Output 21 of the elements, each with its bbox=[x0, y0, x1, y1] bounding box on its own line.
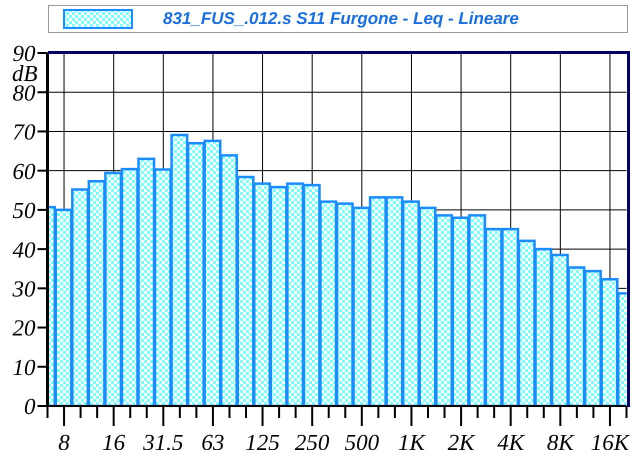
x-tick-label: 1K bbox=[398, 430, 427, 450]
x-tick-label: 2K bbox=[448, 430, 476, 450]
x-tick-label: 16 bbox=[102, 430, 126, 450]
y-tick-label: 60 bbox=[12, 158, 36, 184]
x-tick-label: 500 bbox=[344, 430, 380, 450]
y-tick-label: 50 bbox=[12, 198, 36, 224]
legend-label: 831_FUS_.012.s S11 Furgone - Leq - Lineare bbox=[163, 9, 519, 29]
y-tick-label: 40 bbox=[12, 237, 36, 262]
y-tick-label: 20 bbox=[12, 316, 36, 341]
x-tick-label: 250 bbox=[294, 430, 330, 450]
y-tick-label: 30 bbox=[12, 276, 36, 302]
y-tick-label: 10 bbox=[12, 354, 36, 380]
y-tick-label: 0 bbox=[24, 394, 36, 420]
x-tick-label: 8 bbox=[58, 430, 70, 450]
x-tick-label: 8K bbox=[546, 430, 576, 450]
x-tick-label: 16K bbox=[590, 430, 631, 450]
y-tick-label: 70 bbox=[12, 120, 36, 145]
x-tick-label: 125 bbox=[245, 430, 280, 450]
x-tick-label: 31.5 bbox=[142, 430, 184, 450]
x-tick-label: 63 bbox=[201, 430, 224, 450]
x-tick-label: 4K bbox=[497, 430, 526, 450]
